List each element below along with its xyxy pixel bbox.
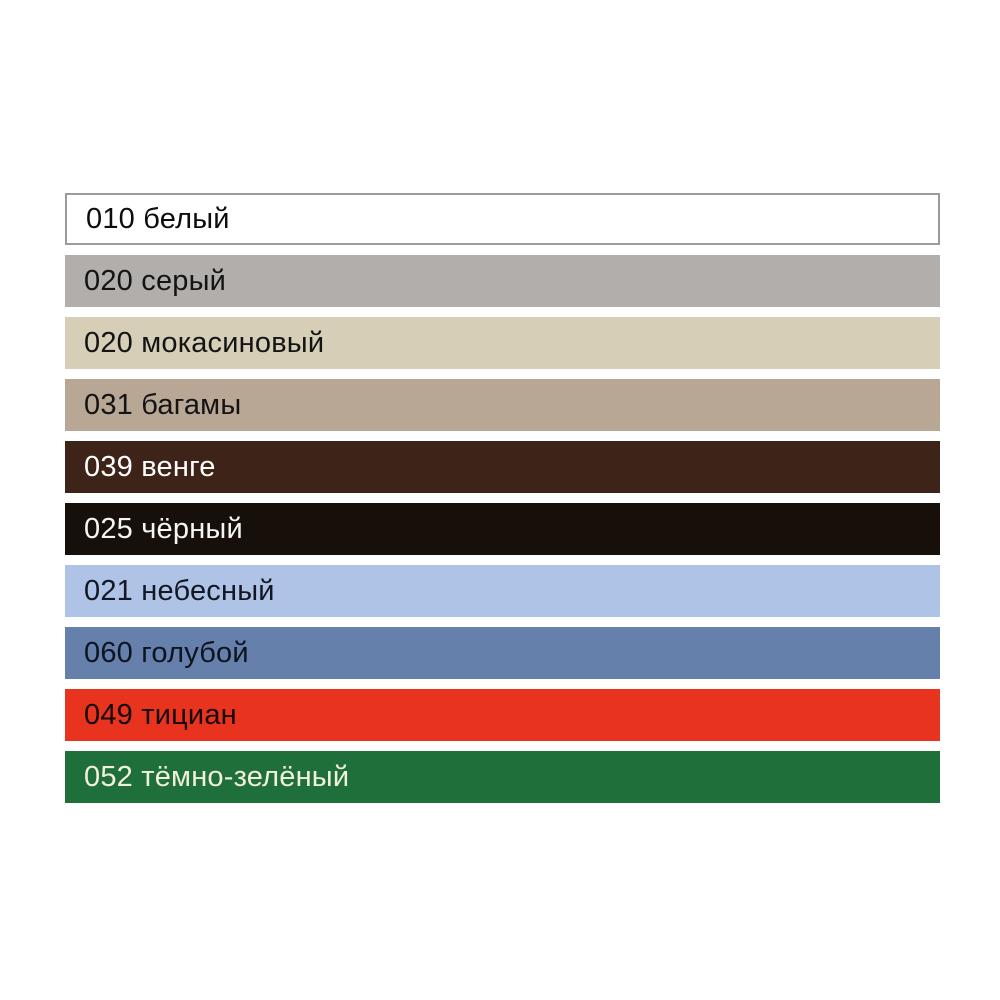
swatch-label: 010 белый [86, 202, 230, 235]
swatch-label: 025 чёрный [84, 512, 243, 545]
swatch-row: 031 багамы [65, 379, 940, 431]
swatch-row: 052 тёмно-зелёный [65, 751, 940, 803]
swatch-row: 060 голубой [65, 627, 940, 679]
swatch-label: 031 багамы [84, 388, 242, 421]
swatch-label: 020 мокасиновый [84, 326, 325, 359]
swatch-label: 049 тициан [84, 698, 237, 731]
swatch-row: 021 небесный [65, 565, 940, 617]
swatch-row: 049 тициан [65, 689, 940, 741]
swatch-label: 052 тёмно-зелёный [84, 760, 350, 793]
swatch-label: 060 голубой [84, 636, 249, 669]
swatch-row: 020 серый [65, 255, 940, 307]
swatch-label: 039 венге [84, 450, 216, 483]
swatch-row: 025 чёрный [65, 503, 940, 555]
swatch-row: 039 венге [65, 441, 940, 493]
swatch-row: 020 мокасиновый [65, 317, 940, 369]
swatch-row: 010 белый [65, 193, 940, 245]
swatch-label: 021 небесный [84, 574, 275, 607]
swatch-list: 010 белый 020 серый 020 мокасиновый 031 … [65, 193, 940, 813]
swatch-label: 020 серый [84, 264, 227, 297]
